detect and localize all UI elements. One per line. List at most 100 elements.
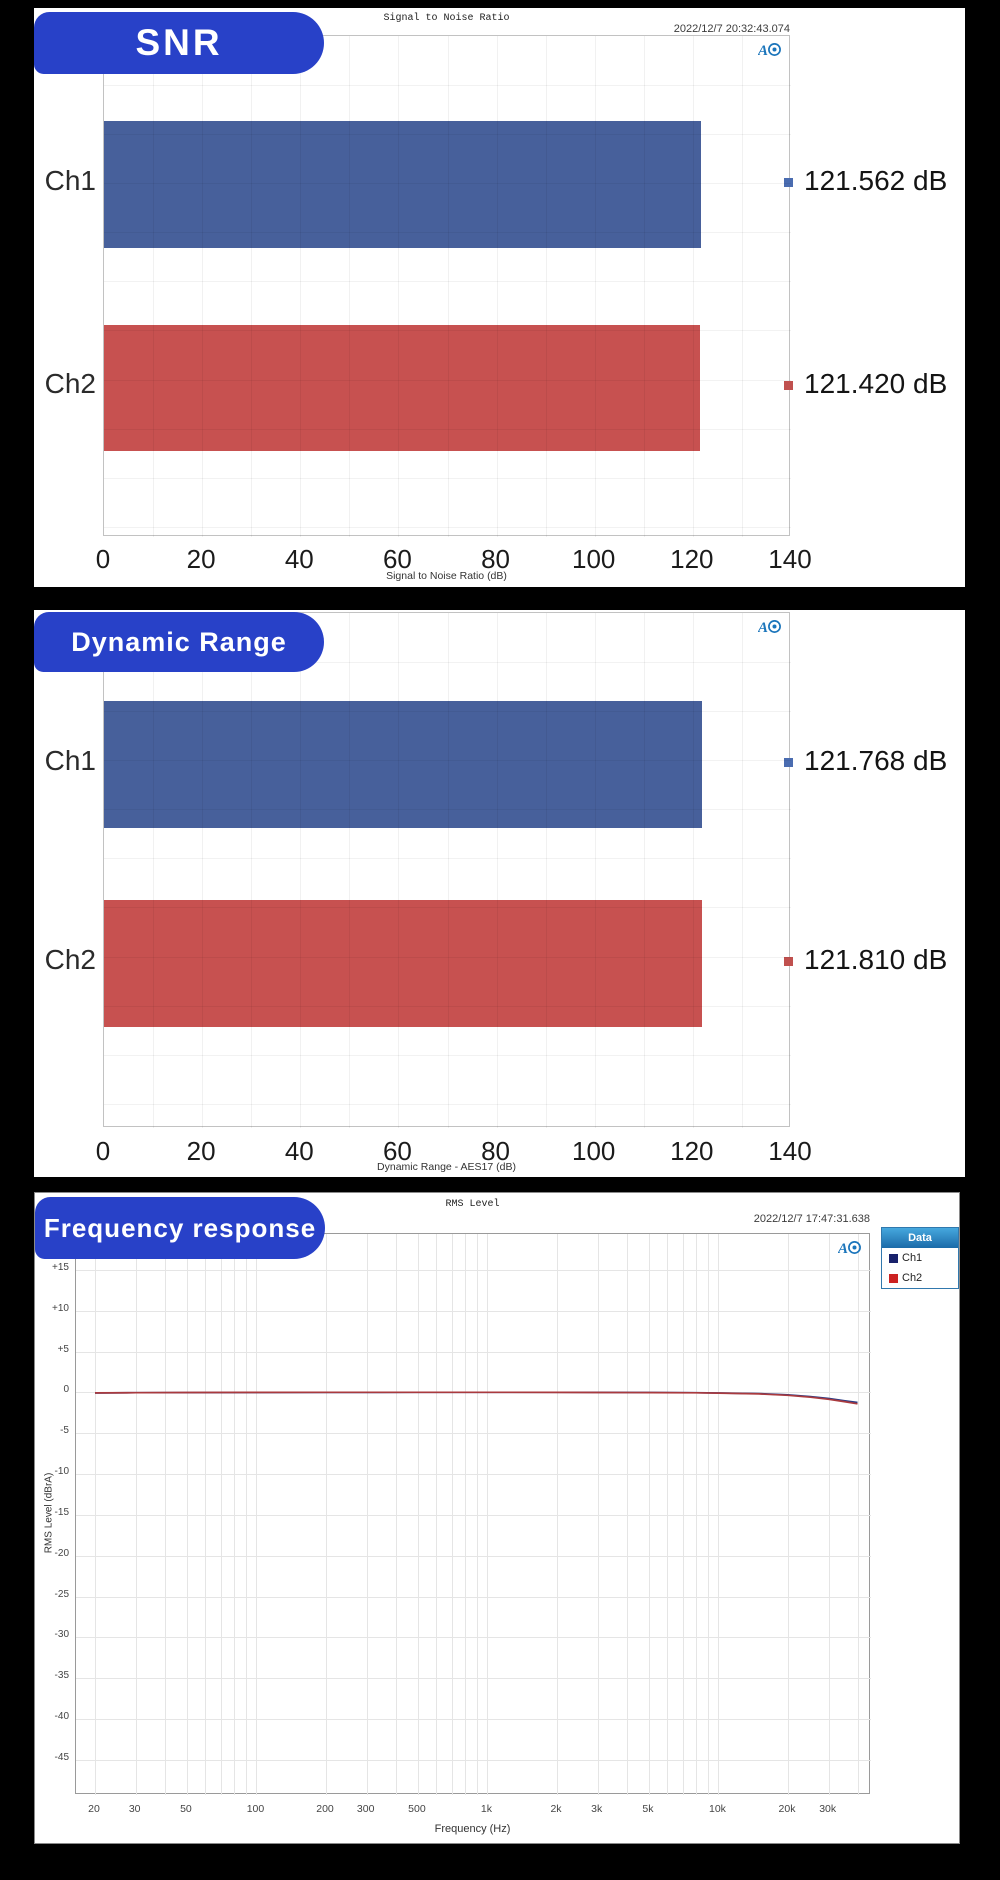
- gridline-vertical: [251, 36, 253, 537]
- x-tick-label: 50: [180, 1803, 192, 1815]
- gridline-vertical: [220, 1234, 222, 1795]
- gridline-horizontal: [104, 379, 791, 381]
- x-tick-label: 120: [670, 544, 714, 574]
- dynamic-range-chart-panel: A Dynamic Range Dynamic Range - AES17 (d…: [34, 610, 965, 1177]
- category-label: Ch2: [44, 944, 96, 975]
- x-tick-label: 3k: [591, 1803, 603, 1815]
- gridline-vertical: [465, 1234, 467, 1795]
- gridline-horizontal: [76, 1270, 871, 1271]
- x-tick-label: 2k: [550, 1803, 562, 1815]
- gridline-vertical: [447, 36, 449, 537]
- bar-ch1: [104, 121, 701, 248]
- gridline-vertical: [349, 613, 351, 1128]
- frequency-response-plot-area: A: [75, 1233, 871, 1795]
- gridline-horizontal: [104, 330, 791, 332]
- gridline-vertical: [692, 613, 694, 1128]
- gridline-horizontal: [104, 662, 791, 664]
- gridline-vertical: [594, 36, 596, 537]
- gridline-vertical: [718, 1234, 720, 1795]
- gridline-vertical: [643, 36, 645, 537]
- gridline-horizontal: [76, 1719, 871, 1721]
- x-tick-label: 1k: [480, 1803, 492, 1815]
- gridline-vertical: [626, 1234, 628, 1795]
- gridline-horizontal: [104, 1103, 791, 1105]
- x-tick-label: 200: [316, 1803, 334, 1815]
- y-tick-label: +10: [52, 1302, 69, 1314]
- x-tick-label: 10k: [708, 1803, 726, 1815]
- gridline-horizontal: [76, 1555, 871, 1557]
- gridline-horizontal: [104, 477, 791, 479]
- snr-plot-area: A: [103, 35, 791, 537]
- gridline-vertical: [202, 613, 204, 1128]
- gridline-vertical: [164, 1234, 166, 1795]
- gridline-horizontal: [76, 1637, 871, 1639]
- snr-x-axis-title: Signal to Noise Ratio (dB): [386, 570, 507, 582]
- category-label: Ch1: [44, 745, 96, 776]
- gridline-horizontal: [104, 907, 791, 909]
- value-label: 121.810 dB: [804, 944, 948, 975]
- snr-chart-panel: Signal to Noise Ratio 2022/12/7 20:32:43…: [34, 8, 965, 587]
- gridline-vertical: [251, 613, 253, 1128]
- x-tick-label: 20: [186, 1136, 216, 1166]
- dynamic-range-x-axis-title: Dynamic Range - AES17 (dB): [377, 1161, 516, 1173]
- x-tick-label: 40: [284, 1136, 314, 1166]
- gridline-vertical: [153, 613, 155, 1128]
- gridline-vertical: [682, 1234, 684, 1795]
- bar-ch1: [104, 701, 702, 828]
- x-tick-label: 80: [481, 544, 511, 574]
- gridline-vertical: [135, 1234, 137, 1795]
- ap-logo-icon: A: [757, 41, 782, 63]
- ap-logo-icon: A: [757, 618, 782, 640]
- gridline-vertical: [667, 1234, 669, 1795]
- legend-item-ch1: Ch1: [882, 1248, 958, 1268]
- gridline-vertical: [496, 613, 498, 1128]
- gridline-vertical: [186, 1234, 188, 1795]
- gridline-horizontal: [104, 232, 791, 234]
- y-tick-label: 0: [63, 1384, 69, 1396]
- value-label: 121.420 dB: [804, 368, 948, 399]
- x-tick-label: 100: [572, 1136, 616, 1166]
- gridline-horizontal: [104, 809, 791, 811]
- gridline-vertical: [557, 1234, 558, 1795]
- gridline-horizontal: [104, 711, 791, 713]
- x-tick-label: 500: [408, 1803, 426, 1815]
- gridline-vertical: [857, 1234, 859, 1795]
- gridline-vertical: [300, 613, 302, 1128]
- gridline-vertical: [707, 1234, 709, 1795]
- x-tick-label: 140: [768, 544, 812, 574]
- legend-item-label: Ch2: [902, 1272, 923, 1284]
- gridline-vertical: [545, 36, 547, 537]
- x-tick-label: 20k: [778, 1803, 796, 1815]
- y-tick-label: -35: [54, 1670, 69, 1682]
- gridline-horizontal: [76, 1678, 871, 1680]
- bar-ch2: [104, 325, 700, 451]
- series-marker-icon: [784, 381, 793, 390]
- x-tick-label: 5k: [642, 1803, 654, 1815]
- x-tick-label: 140: [768, 1136, 812, 1166]
- gridline-vertical: [398, 613, 400, 1128]
- x-tick-label: 300: [356, 1803, 375, 1815]
- x-tick-label: 0: [95, 1136, 111, 1166]
- snr-badge: SNR: [34, 12, 324, 74]
- gridline-horizontal: [104, 85, 791, 87]
- gridline-horizontal: [104, 760, 791, 762]
- x-tick-label: 40: [284, 544, 314, 574]
- gridline-vertical: [597, 1234, 599, 1795]
- frequency-response-badge: Frequency response: [35, 1197, 325, 1259]
- gridline-vertical: [326, 1234, 327, 1795]
- y-tick-label: -15: [54, 1506, 69, 1518]
- gridline-vertical: [594, 613, 596, 1128]
- gridline-horizontal: [104, 134, 791, 136]
- gridline-horizontal: [76, 1433, 871, 1435]
- x-tick-label: 100: [572, 544, 616, 574]
- x-tick-label: 20: [88, 1803, 100, 1815]
- svg-text:A: A: [758, 43, 768, 58]
- gridline-vertical: [256, 1234, 258, 1795]
- dynamic-range-badge: Dynamic Range: [34, 612, 324, 672]
- gridline-vertical: [95, 1234, 96, 1795]
- bar-ch2: [104, 900, 702, 1027]
- gridline-vertical: [451, 1234, 453, 1795]
- x-tick-label: 120: [670, 1136, 714, 1166]
- x-tick-label: 0: [95, 544, 111, 574]
